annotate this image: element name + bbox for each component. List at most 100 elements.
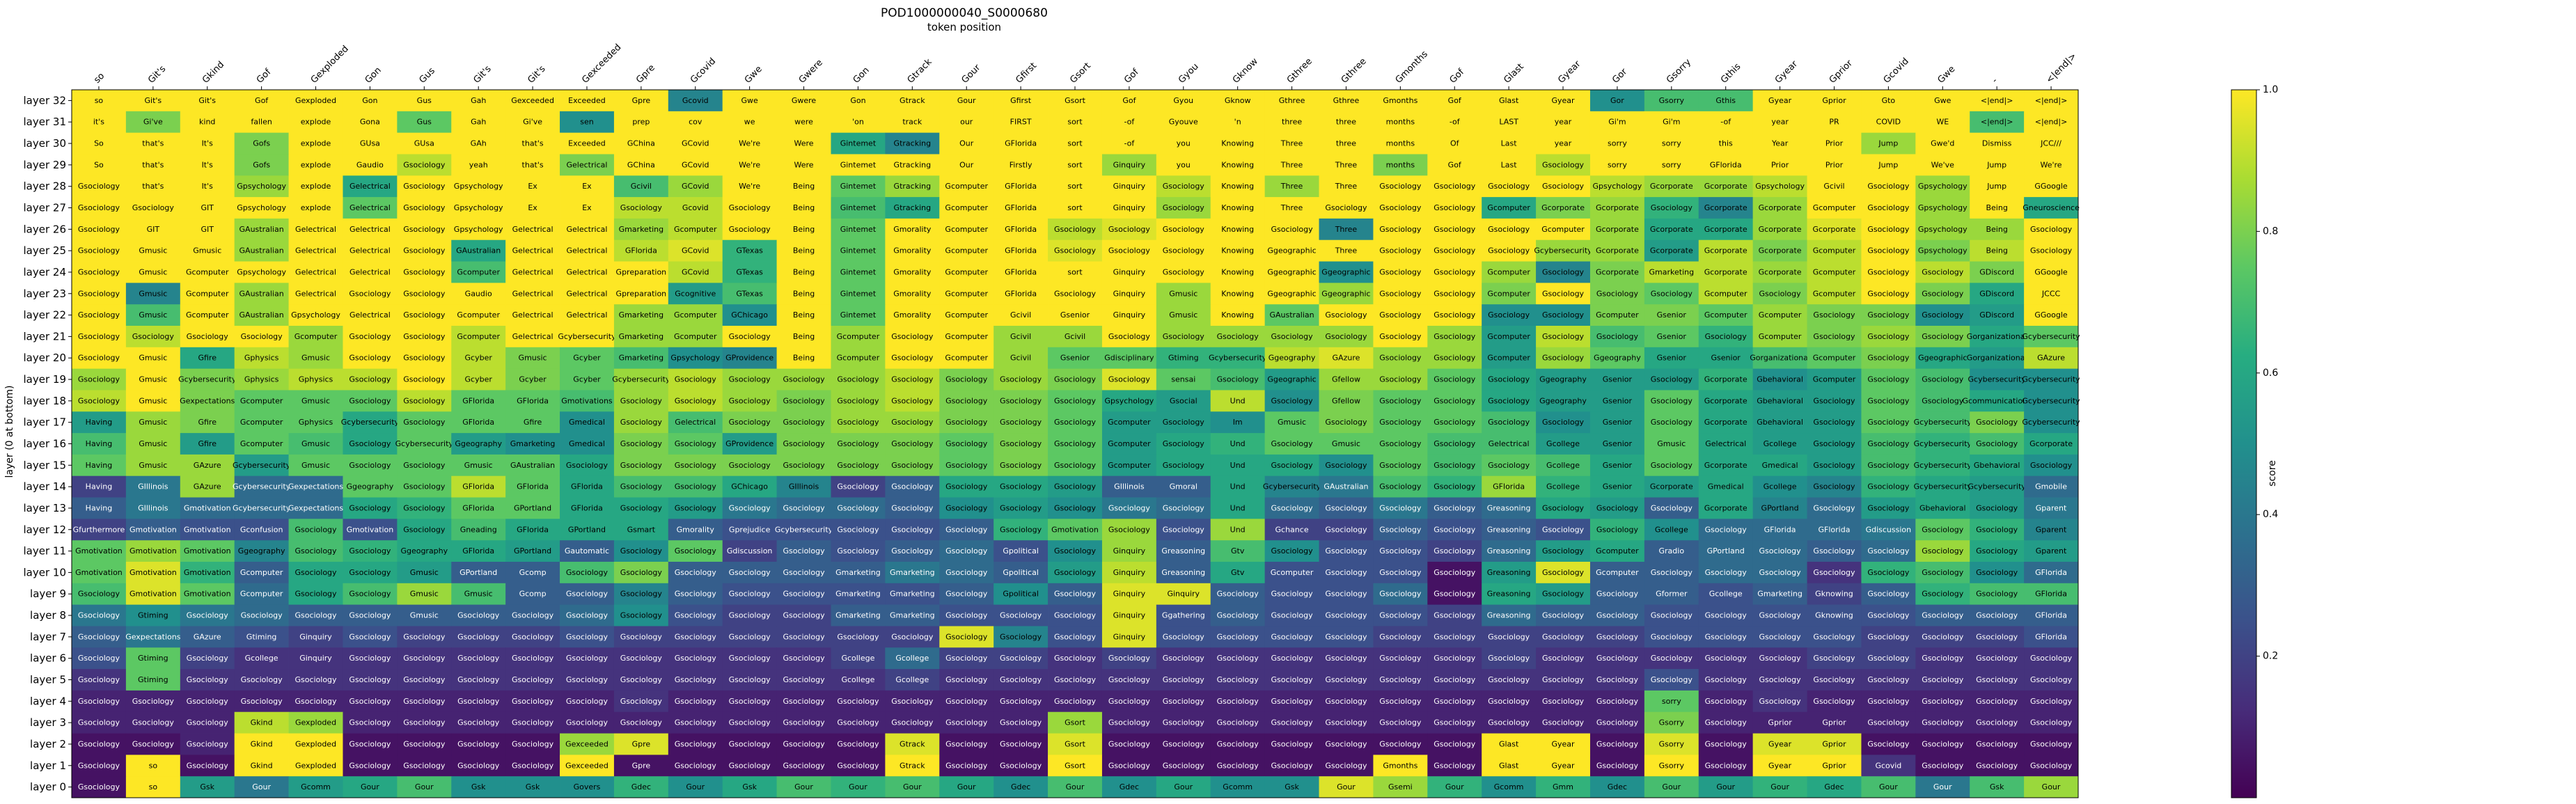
- heatmap-cell: [1319, 411, 1374, 434]
- cell-label: Gsociology: [1217, 675, 1259, 684]
- heatmap-cell: [180, 347, 235, 370]
- cell-label: Gtiming: [138, 654, 168, 663]
- heatmap-cell: [505, 154, 560, 176]
- heatmap-cell: [1156, 390, 1211, 412]
- cell-label: Gsociology: [1434, 675, 1476, 684]
- cell-label: Gsociology: [1054, 697, 1097, 706]
- cell-label: Three: [1280, 160, 1303, 169]
- heatmap-cell: [1644, 175, 1699, 198]
- cell-label: Gsociology: [620, 439, 663, 448]
- cell-label: Gsociology: [1596, 675, 1639, 684]
- heatmap-cell: [234, 218, 289, 241]
- cell-label: Being: [793, 354, 815, 363]
- cell-label: Gour: [415, 782, 434, 791]
- cell-label: Gsociology: [1434, 289, 1476, 298]
- heatmap-cell: [505, 368, 560, 391]
- cell-label: Gsociology: [1488, 418, 1530, 427]
- cell-label: Gsociology: [837, 546, 879, 555]
- heatmap-cell: [343, 111, 398, 134]
- cell-label: Gsociology: [783, 418, 825, 427]
- cell-label: Gsociology: [729, 718, 771, 727]
- cell-label: Gsenior: [1657, 310, 1687, 320]
- heatmap-cell: [1807, 197, 1862, 219]
- heatmap-cell: [234, 154, 289, 176]
- cell-label: Gcybersecurity: [233, 482, 291, 491]
- cell-label: GIT: [201, 225, 214, 234]
- cell-label: Gcorporate: [1704, 203, 1748, 212]
- cell-label: months: [1386, 160, 1415, 169]
- cell-label: Gsociology: [1379, 418, 1422, 427]
- x-tick-label: <|end|>: [2044, 51, 2079, 86]
- heatmap-cell: [2024, 540, 2079, 562]
- cell-label: Ex: [528, 203, 537, 212]
- cell-label: Gsociology: [837, 503, 879, 512]
- heatmap-cell: [505, 583, 560, 606]
- cell-label: Gsociology: [1325, 525, 1367, 534]
- y-tick-label: layer 24: [24, 266, 67, 278]
- cell-label: Gcollege: [1764, 482, 1797, 491]
- cell-label: Gsociology: [620, 418, 663, 427]
- heatmap-cell: [234, 132, 289, 155]
- cell-label: Ggeographic: [1321, 289, 1370, 298]
- heatmap-cell: [1319, 347, 1374, 370]
- cell-label: Gsociology: [457, 654, 500, 663]
- cell-label: this: [1719, 139, 1733, 148]
- cell-label: Gmusic: [464, 590, 493, 599]
- cell-label: Ggeography: [1539, 375, 1587, 384]
- cell-label: Gyouve: [1169, 118, 1198, 127]
- cell-label: Being: [793, 225, 815, 234]
- heatmap-cell: [1101, 540, 1157, 562]
- cell-label: Gof: [1122, 96, 1136, 105]
- cell-label: Having: [86, 482, 113, 491]
- cell-label: Having: [86, 461, 113, 470]
- cell-label: Being: [793, 289, 815, 298]
- heatmap-cell: [1156, 154, 1211, 176]
- heatmap-cell: [831, 475, 886, 498]
- heatmap-cell: [1536, 475, 1591, 498]
- y-tick-label: layer 19: [24, 373, 67, 386]
- cell-label: Gcorporate: [1704, 375, 1748, 384]
- cell-label: Gsociology: [1488, 225, 1530, 234]
- cell-label: Ginquiry: [1113, 160, 1146, 169]
- cell-label: months: [1386, 139, 1415, 148]
- cell-label: GGoogle: [2034, 267, 2068, 276]
- cell-label: Gsociology: [1000, 396, 1042, 405]
- cell-label: Gcomputer: [945, 246, 988, 255]
- cell-label: Gsociology: [1379, 675, 1422, 684]
- heatmap-cell: [1373, 562, 1428, 584]
- heatmap-cell: [1319, 154, 1374, 176]
- cell-label: Gsociology: [1108, 697, 1151, 706]
- heatmap-cell: [72, 197, 127, 219]
- cell-label: Gcorporate: [1759, 203, 1802, 212]
- cell-label: Gsociology: [1379, 375, 1422, 384]
- heatmap-cell: [1915, 90, 1970, 112]
- cell-label: Gcybersecurity: [1914, 482, 1972, 491]
- cell-label: Gsociology: [1705, 525, 1748, 534]
- cell-label: Gsociology: [403, 267, 446, 276]
- heatmap-cell: [1970, 132, 2025, 155]
- heatmap-cell: [343, 475, 398, 498]
- cell-label: Gsociology: [1217, 654, 1259, 663]
- heatmap-cell: [1915, 347, 1970, 370]
- heatmap-cell: [560, 239, 615, 262]
- heatmap-cell: [72, 326, 127, 348]
- cell-label: Gmarketing: [890, 611, 935, 620]
- heatmap-cell: [885, 433, 940, 455]
- cell-label: Ggeographic: [1321, 267, 1370, 276]
- heatmap-cell: [1970, 154, 2025, 176]
- cell-label: Gsociology: [78, 697, 120, 706]
- heatmap-cell: [1807, 475, 1862, 498]
- cell-label: Gsociology: [1163, 439, 1205, 448]
- cell-label: We're: [739, 139, 760, 148]
- heatmap-cell: [180, 562, 235, 584]
- x-tick-label: -: [1990, 76, 2000, 86]
- cell-label: Gexploded: [295, 96, 336, 105]
- x-tick-label: Gyear: [1556, 58, 1583, 86]
- cell-label: Gsociology: [1922, 611, 1964, 620]
- cell-label: Gcomputer: [945, 289, 988, 298]
- heatmap-cell: [1427, 497, 1482, 519]
- cell-label: Gsociology: [1867, 739, 1910, 748]
- heatmap-cell: [1373, 368, 1428, 391]
- cell-label: Gsociology: [1976, 632, 2018, 641]
- heatmap-cell: [1319, 390, 1374, 412]
